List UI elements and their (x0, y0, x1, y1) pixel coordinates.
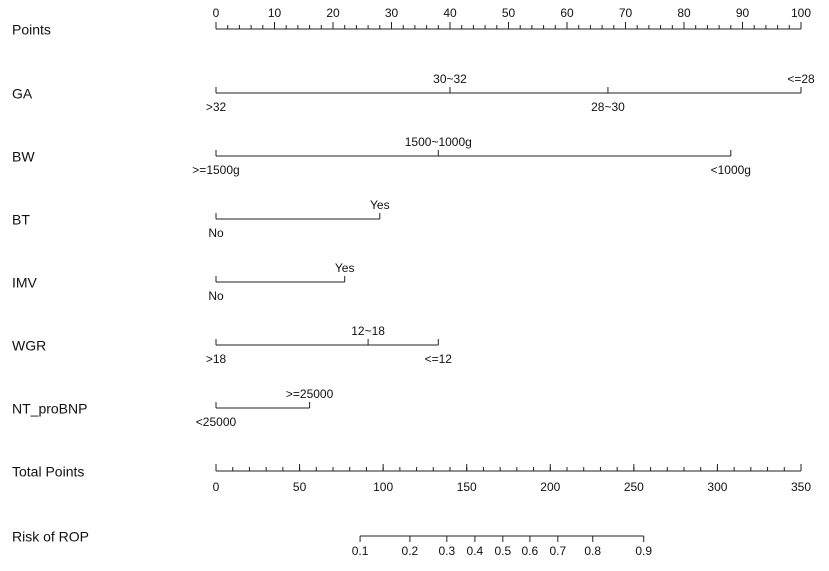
tick-label: 60 (560, 6, 574, 20)
tick-label: 0.6 (522, 544, 539, 558)
level-label: <25000 (196, 415, 237, 429)
tick-label: 0 (213, 6, 220, 20)
tick-label: 20 (326, 6, 340, 20)
row-label: BT (12, 212, 30, 228)
level-label: No (208, 289, 224, 303)
level-label: <=12 (425, 352, 453, 366)
tick-label: 100 (791, 6, 811, 20)
level-label: 30~32 (433, 72, 467, 86)
row-label: IMV (12, 275, 38, 291)
tick-label: 0.9 (635, 544, 652, 558)
row-label: GA (12, 86, 33, 102)
tick-label: 0.4 (467, 544, 484, 558)
tick-label: 0 (213, 480, 220, 494)
level-label: Yes (335, 261, 355, 275)
tick-label: 50 (502, 6, 516, 20)
tick-label: 90 (736, 6, 750, 20)
row-label: Total Points (12, 464, 84, 480)
level-label: 1500~1000g (405, 135, 472, 149)
level-label: <=28 (787, 72, 815, 86)
tick-label: 10 (268, 6, 282, 20)
row-label: WGR (12, 338, 46, 354)
tick-label: 250 (624, 480, 644, 494)
tick-label: 150 (457, 480, 477, 494)
level-label: Yes (370, 198, 390, 212)
tick-label: 300 (707, 480, 727, 494)
level-label: 12~18 (351, 324, 385, 338)
tick-label: 80 (677, 6, 691, 20)
tick-label: 0.2 (402, 544, 419, 558)
tick-label: 200 (540, 480, 560, 494)
tick-label: 50 (293, 480, 307, 494)
tick-label: 0.1 (352, 544, 369, 558)
level-label: 28~30 (591, 100, 625, 114)
level-label: >18 (206, 352, 227, 366)
tick-label: 30 (385, 6, 399, 20)
level-label: >=25000 (286, 387, 334, 401)
row-label: NT_proBNP (12, 401, 87, 417)
tick-label: 350 (791, 480, 811, 494)
tick-label: 0.7 (549, 544, 566, 558)
tick-label: 40 (443, 6, 457, 20)
tick-label: 100 (373, 480, 393, 494)
row-label: Points (12, 22, 51, 38)
tick-label: 0.5 (494, 544, 511, 558)
level-label: <1000g (711, 163, 751, 177)
tick-label: 0.3 (438, 544, 455, 558)
level-label: No (208, 226, 224, 240)
tick-label: 70 (619, 6, 633, 20)
level-label: >=1500g (192, 163, 239, 177)
row-label: BW (12, 149, 35, 165)
level-label: >32 (206, 100, 227, 114)
tick-label: 0.8 (584, 544, 601, 558)
row-label: Risk of ROP (12, 529, 89, 545)
